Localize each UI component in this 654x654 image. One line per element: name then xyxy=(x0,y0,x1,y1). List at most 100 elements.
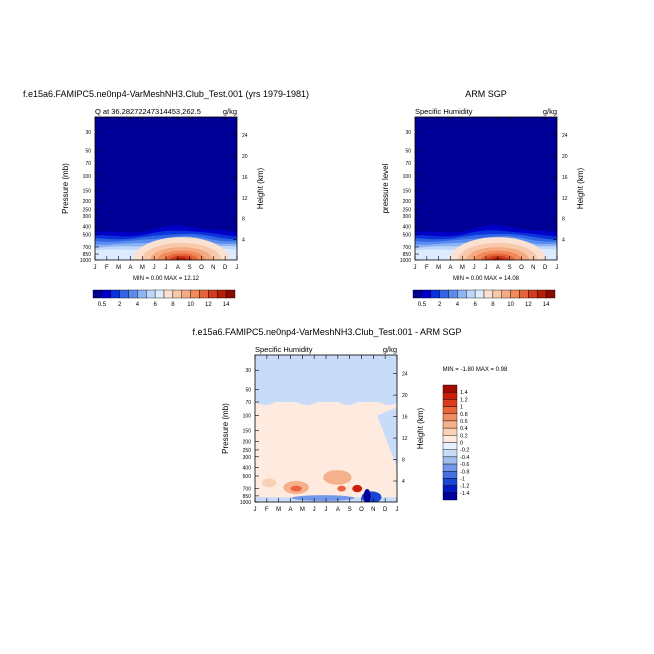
y-tick-label: 300 xyxy=(243,455,252,461)
difference-humidity-chart: f.e15a6.FAMIPC5.ne0np4-VarMeshNH3.Club_T… xyxy=(193,327,508,513)
colorbar-label: -1.2 xyxy=(460,484,469,490)
colorbar-label: 8 xyxy=(171,302,175,308)
x-tick-label: F xyxy=(425,265,429,271)
colorbar-swatch xyxy=(92,289,103,299)
colorbar-swatch xyxy=(172,289,182,299)
y-tick-label: 200 xyxy=(83,199,92,205)
colorbar-label: -1.4 xyxy=(460,491,469,497)
y-tick-label: 400 xyxy=(83,225,92,231)
colorbar-label: 0.2 xyxy=(460,433,468,439)
x-tick-label: M xyxy=(140,265,145,271)
plot-units: g/kg xyxy=(543,107,557,116)
colorbar-label: 1.4 xyxy=(460,390,468,396)
colorbar-swatch xyxy=(442,420,458,429)
y-tick-label: 30 xyxy=(85,130,91,136)
colorbar-label: 6 xyxy=(153,302,157,308)
diff-positive-blob xyxy=(323,470,352,485)
y-axis-label: pressure level xyxy=(381,163,390,213)
y-tick-label: 1000 xyxy=(240,500,251,506)
x-tick-label: N xyxy=(371,507,375,513)
colorbar-label: 2 xyxy=(438,302,442,308)
y-tick-label: 150 xyxy=(83,189,92,195)
y-tick-label: 70 xyxy=(85,161,91,167)
colorbar-label: 12 xyxy=(525,302,532,308)
y-tick-label: 850 xyxy=(83,252,92,258)
colorbar-label: -0.8 xyxy=(460,469,469,475)
colorbar-swatch xyxy=(501,289,511,299)
colorbar-swatch xyxy=(430,289,440,299)
y2-tick-label: 8 xyxy=(562,217,565,223)
y-tick-label: 50 xyxy=(85,148,91,154)
y2-axis-label: Height (km) xyxy=(256,167,265,209)
y2-tick-label: 8 xyxy=(242,217,245,223)
y2-tick-label: 16 xyxy=(402,415,408,421)
x-tick-label: M xyxy=(460,265,465,271)
min-max-label: MIN = 0.00 MAX = 14.08 xyxy=(453,276,520,282)
colorbar-label: 0.5 xyxy=(418,302,427,308)
x-tick-label: A xyxy=(128,265,132,271)
x-tick-label: J xyxy=(325,507,328,513)
colorbar-swatch xyxy=(442,492,458,501)
y-tick-label: 250 xyxy=(243,448,252,454)
colorbar-label: 14 xyxy=(543,302,550,308)
x-tick-label: M xyxy=(116,265,121,271)
colorbar-swatch xyxy=(442,399,458,407)
colorbar-label: 14 xyxy=(223,302,230,308)
x-tick-label: J xyxy=(556,265,559,271)
diff-positive-blob xyxy=(337,485,346,492)
colorbar-label: 10 xyxy=(507,302,514,308)
colorbar-swatch xyxy=(442,478,458,486)
colorbar-swatch xyxy=(225,289,236,299)
x-tick-label: J xyxy=(313,507,316,513)
colorbar-label: 1.2 xyxy=(460,397,468,403)
diff-positive-blob xyxy=(290,485,302,492)
y-tick-label: 100 xyxy=(403,174,412,180)
min-max-label: MIN = -1.80 MAX = 0.98 xyxy=(443,367,508,373)
x-tick-label: A xyxy=(448,265,452,271)
colorbar-label: 4 xyxy=(456,302,460,308)
y2-tick-label: 24 xyxy=(562,133,568,139)
colorbar-swatch xyxy=(466,289,476,299)
y-tick-label: 50 xyxy=(245,387,251,393)
colorbar-swatch xyxy=(528,289,538,299)
colorbar-label: 12 xyxy=(205,302,212,308)
y2-tick-label: 4 xyxy=(402,479,405,485)
plot-subtitle: Specific Humidity xyxy=(415,107,473,116)
diff-positive-blob xyxy=(352,484,363,493)
y-tick-label: 30 xyxy=(245,368,251,374)
colorbar-swatch xyxy=(457,289,467,299)
colorbar-swatch xyxy=(442,391,458,400)
y-tick-label: 150 xyxy=(403,189,412,195)
y-tick-label: 700 xyxy=(243,487,252,493)
plot-subtitle: Q at 36.28272247314453,262.5 xyxy=(95,107,201,116)
x-tick-label: J xyxy=(414,265,417,271)
y2-tick-label: 12 xyxy=(242,196,248,202)
x-tick-label: N xyxy=(211,265,215,271)
y-tick-label: 30 xyxy=(405,130,411,136)
x-tick-label: M xyxy=(276,507,281,513)
min-max-label: MIN = 0.00 MAX = 12.12 xyxy=(133,276,200,282)
obs-humidity-chart: ARM SGP J F M A M J J A S O N D J 30 50 70 100 150 200 25030… xyxy=(381,89,585,308)
y-tick-label: 850 xyxy=(403,252,412,258)
colorbar-swatch xyxy=(119,289,129,299)
y2-tick-label: 24 xyxy=(242,133,248,139)
y-tick-label: 300 xyxy=(403,214,412,220)
y2-tick-label: 4 xyxy=(242,238,245,244)
colorbar-swatch xyxy=(519,289,529,299)
y-tick-label: 1000 xyxy=(400,258,411,264)
y-tick-label: 500 xyxy=(403,233,412,239)
colorbar-label: -1 xyxy=(460,476,465,482)
x-tick-label: D xyxy=(223,265,228,271)
colorbar-swatch xyxy=(442,413,458,422)
x-tick-label: J xyxy=(473,265,476,271)
x-tick-label: O xyxy=(359,507,364,513)
x-tick-label: S xyxy=(188,265,192,271)
colorbar-swatch xyxy=(181,289,191,299)
colorbar-label: 0.6 xyxy=(460,419,468,425)
colorbar-swatch xyxy=(412,289,423,299)
x-tick-label: F xyxy=(265,507,269,513)
colorbar-label: 0.4 xyxy=(460,426,468,432)
plot-units: g/kg xyxy=(223,107,237,116)
colorbar-swatch xyxy=(110,289,120,299)
